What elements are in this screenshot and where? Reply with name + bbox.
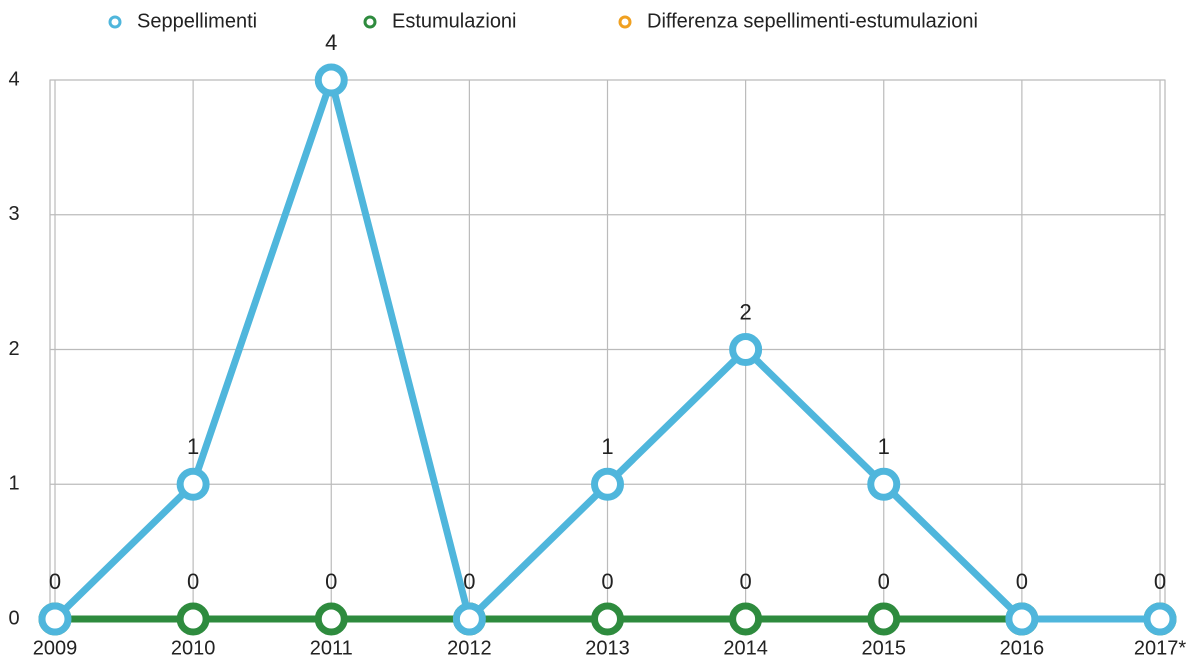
legend-marker bbox=[363, 15, 377, 29]
y-tick-label: 3 bbox=[8, 203, 19, 225]
x-tick-label: 2016 bbox=[1000, 637, 1045, 659]
data-point bbox=[176, 467, 210, 501]
data-label: 0 bbox=[740, 569, 752, 594]
data-point bbox=[867, 602, 901, 636]
x-tick-label: 2014 bbox=[723, 637, 768, 659]
legend-label: Seppellimenti bbox=[137, 10, 257, 32]
legend-item: Seppellimenti bbox=[108, 10, 257, 32]
data-label: 1 bbox=[187, 434, 199, 459]
y-tick-label: 0 bbox=[8, 607, 19, 629]
data-point bbox=[1005, 602, 1039, 636]
data-label: 0 bbox=[325, 569, 337, 594]
data-point bbox=[452, 602, 486, 636]
data-label: 1 bbox=[878, 434, 890, 459]
data-label: 0 bbox=[1016, 569, 1028, 594]
legend-marker bbox=[108, 15, 122, 29]
data-point bbox=[729, 602, 763, 636]
data-label: 2 bbox=[740, 299, 752, 324]
data-label: 0 bbox=[463, 569, 475, 594]
legend-item: Differenza sepellimenti-estumulazioni bbox=[618, 10, 978, 32]
data-point bbox=[867, 467, 901, 501]
data-point bbox=[314, 63, 348, 97]
x-tick-label: 2013 bbox=[585, 637, 630, 659]
data-point bbox=[1143, 602, 1177, 636]
data-label: 0 bbox=[878, 569, 890, 594]
legend-label: Differenza sepellimenti-estumulazioni bbox=[647, 10, 978, 32]
y-tick-label: 2 bbox=[8, 338, 19, 360]
legend-label: Estumulazioni bbox=[392, 10, 517, 32]
data-label: 0 bbox=[187, 569, 199, 594]
y-tick-label: 1 bbox=[8, 473, 19, 495]
data-label: 1 bbox=[601, 434, 613, 459]
x-tick-label: 2010 bbox=[171, 637, 216, 659]
x-tick-label: 2009 bbox=[33, 637, 78, 659]
data-point bbox=[591, 467, 624, 501]
legend-item: Estumulazioni bbox=[363, 10, 517, 32]
data-point bbox=[729, 333, 763, 366]
legend-marker bbox=[618, 15, 632, 29]
data-point bbox=[176, 602, 210, 636]
data-label: 0 bbox=[601, 569, 613, 594]
x-tick-label: 2011 bbox=[310, 637, 353, 659]
data-label: 0 bbox=[49, 569, 61, 594]
data-point bbox=[591, 602, 624, 636]
data-label: 4 bbox=[325, 30, 337, 55]
x-tick-label: 2012 bbox=[447, 637, 492, 659]
x-tick-label: 2017* bbox=[1134, 637, 1186, 659]
data-point bbox=[38, 602, 72, 636]
y-tick-label: 4 bbox=[8, 68, 19, 90]
data-label: 0 bbox=[1154, 569, 1166, 594]
data-point bbox=[314, 602, 348, 636]
x-tick-label: 2015 bbox=[862, 637, 907, 659]
